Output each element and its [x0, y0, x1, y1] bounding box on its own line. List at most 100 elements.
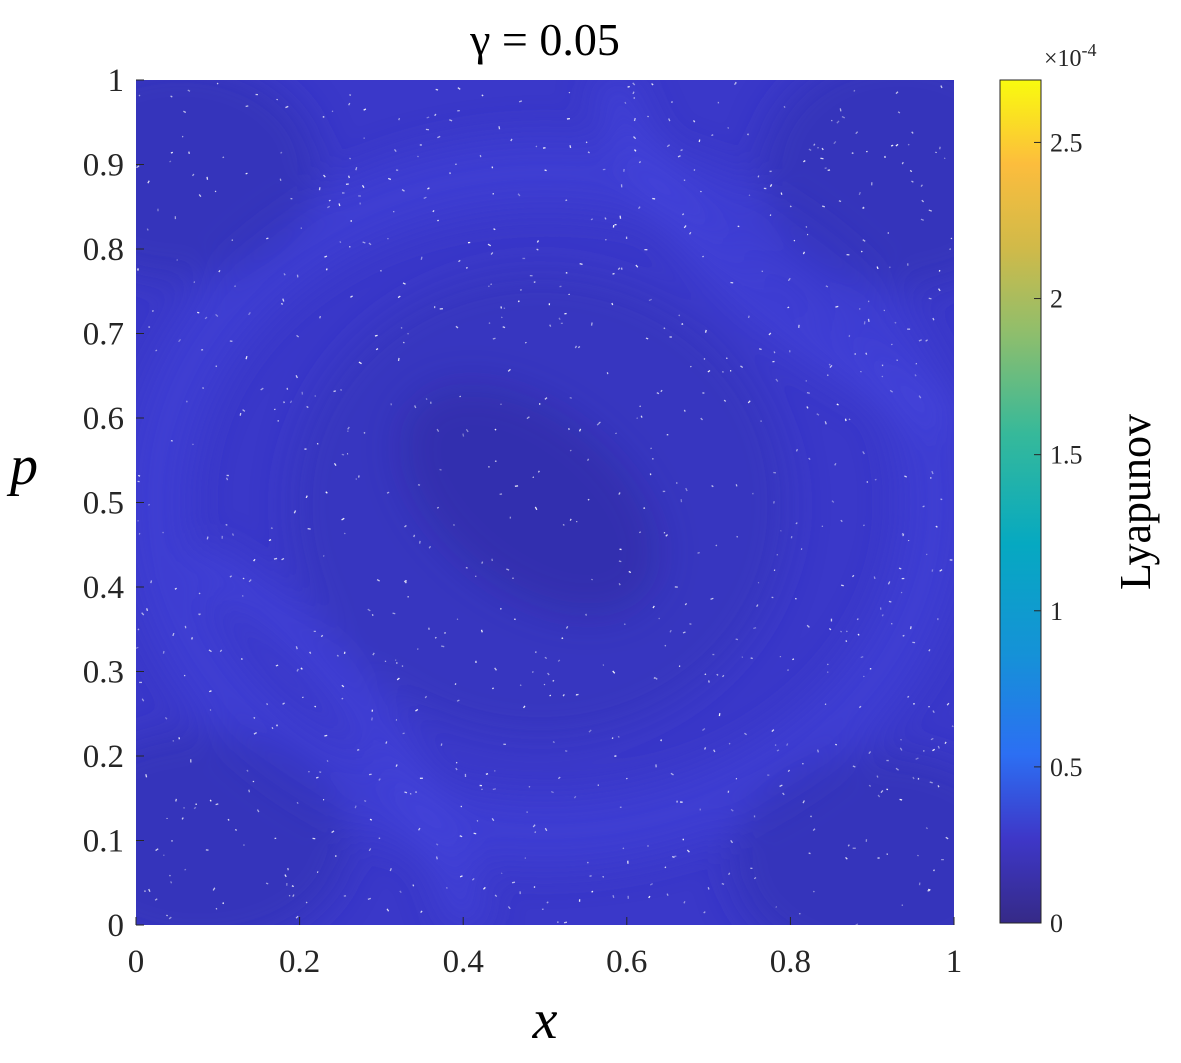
- speckle: [828, 628, 832, 631]
- speckle: [537, 470, 540, 473]
- speckle: [345, 183, 349, 185]
- speckle: [782, 792, 785, 796]
- speckle: [187, 89, 191, 92]
- speckle: [265, 882, 269, 885]
- speckle: [946, 702, 950, 706]
- speckle: [350, 295, 353, 298]
- speckle: [776, 749, 780, 752]
- speckle: [407, 333, 409, 335]
- speckle: [656, 392, 660, 395]
- speckle: [940, 85, 943, 89]
- speckle: [871, 182, 873, 186]
- speckle: [703, 358, 706, 360]
- speckle: [565, 272, 568, 274]
- speckle: [617, 735, 620, 738]
- speckle: [374, 334, 378, 337]
- speckle: [565, 626, 569, 629]
- speckle: [865, 839, 868, 842]
- speckle: [141, 698, 145, 702]
- speckle: [632, 91, 635, 95]
- speckle: [602, 168, 606, 171]
- speckle: [806, 391, 810, 394]
- speckle: [322, 116, 325, 118]
- speckle: [774, 744, 777, 746]
- speckle: [148, 326, 151, 328]
- outer-ring: [136, 137, 954, 867]
- speckle: [802, 251, 806, 255]
- speckle: [500, 607, 502, 610]
- speckle: [925, 339, 928, 342]
- speckle: [449, 172, 451, 175]
- speckle: [886, 853, 889, 856]
- speckle: [349, 157, 351, 160]
- speckle: [901, 161, 904, 165]
- speckle: [170, 881, 173, 884]
- speckle: [858, 308, 861, 310]
- speckle: [737, 225, 740, 228]
- speckle: [362, 241, 366, 244]
- speckle: [922, 505, 925, 508]
- speckle: [779, 656, 782, 658]
- speckle: [371, 717, 373, 721]
- speckle: [573, 795, 577, 799]
- speckle: [219, 649, 223, 653]
- speckle: [927, 888, 931, 891]
- speckle: [612, 225, 615, 228]
- speckle: [624, 101, 627, 104]
- speckle: [285, 105, 289, 109]
- speckle: [907, 143, 910, 146]
- speckle: [683, 901, 686, 904]
- speckle: [290, 197, 293, 200]
- speckle: [644, 248, 648, 251]
- speckle: [735, 638, 739, 641]
- speckle: [712, 653, 715, 656]
- colorbar: 0 0.5 1 1.5 2 2.5 ×10-4 Lyapunov: [999, 40, 1160, 938]
- speckle: [862, 206, 865, 209]
- speckle: [650, 447, 652, 450]
- speckle: [395, 719, 398, 721]
- speckle: [326, 759, 329, 763]
- speckle: [218, 269, 221, 273]
- speckle: [216, 82, 219, 85]
- speckle: [465, 266, 468, 269]
- speckle: [674, 586, 678, 588]
- speckle: [434, 636, 437, 639]
- speckle: [783, 105, 786, 109]
- speckle: [779, 784, 783, 788]
- speckle: [645, 337, 649, 340]
- speckle: [590, 322, 593, 326]
- speckle: [225, 477, 229, 481]
- speckle: [172, 632, 175, 637]
- speckle: [557, 659, 561, 662]
- speckle: [827, 169, 831, 172]
- speckle: [155, 349, 158, 352]
- speckle: [612, 272, 615, 275]
- speckle: [170, 151, 174, 154]
- speckle: [275, 664, 279, 667]
- speckle: [928, 649, 931, 652]
- speckle: [364, 800, 367, 802]
- speckle: [256, 809, 260, 813]
- speckle: [170, 439, 173, 442]
- speckle: [500, 306, 503, 309]
- speckle: [838, 200, 842, 203]
- speckle: [225, 523, 228, 526]
- speckle: [503, 743, 506, 746]
- speckle: [403, 341, 405, 344]
- speckle: [462, 433, 465, 437]
- speckle: [722, 371, 724, 373]
- speckle: [565, 199, 568, 202]
- speckle: [305, 901, 308, 904]
- speckle: [453, 524, 455, 526]
- speckle: [730, 839, 734, 844]
- speckle: [790, 535, 793, 539]
- speckle: [286, 882, 288, 886]
- speckle: [575, 693, 578, 696]
- speckle: [419, 540, 421, 544]
- speckle: [341, 453, 345, 456]
- speckle: [193, 281, 196, 283]
- speckle: [417, 155, 419, 158]
- speckle: [341, 684, 345, 688]
- speckle: [618, 582, 621, 586]
- speckle: [652, 197, 656, 200]
